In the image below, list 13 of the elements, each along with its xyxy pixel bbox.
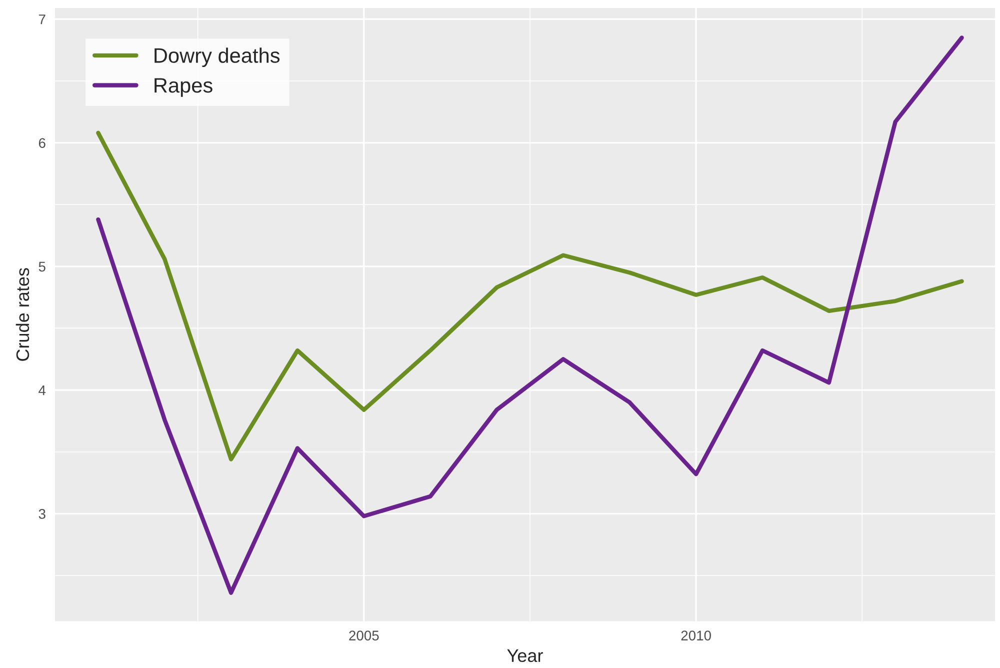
x-tick-label: 2010: [681, 630, 711, 640]
y-tick-label: 3: [38, 509, 46, 519]
line-series: [96, 130, 964, 462]
y-tick-label: 5: [38, 262, 46, 272]
x-axis-title: Year: [507, 649, 543, 662]
y-tick-label: 7: [38, 14, 46, 24]
y-tick-label: 4: [38, 386, 46, 396]
legend-label: Dowry deaths: [154, 48, 280, 68]
y-axis-title: Crude rates: [16, 268, 30, 361]
line-series: [96, 36, 964, 595]
y-tick-label: 6: [38, 138, 46, 148]
legend-label: Rapes: [154, 78, 212, 97]
x-tick-label: 2005: [349, 630, 379, 640]
